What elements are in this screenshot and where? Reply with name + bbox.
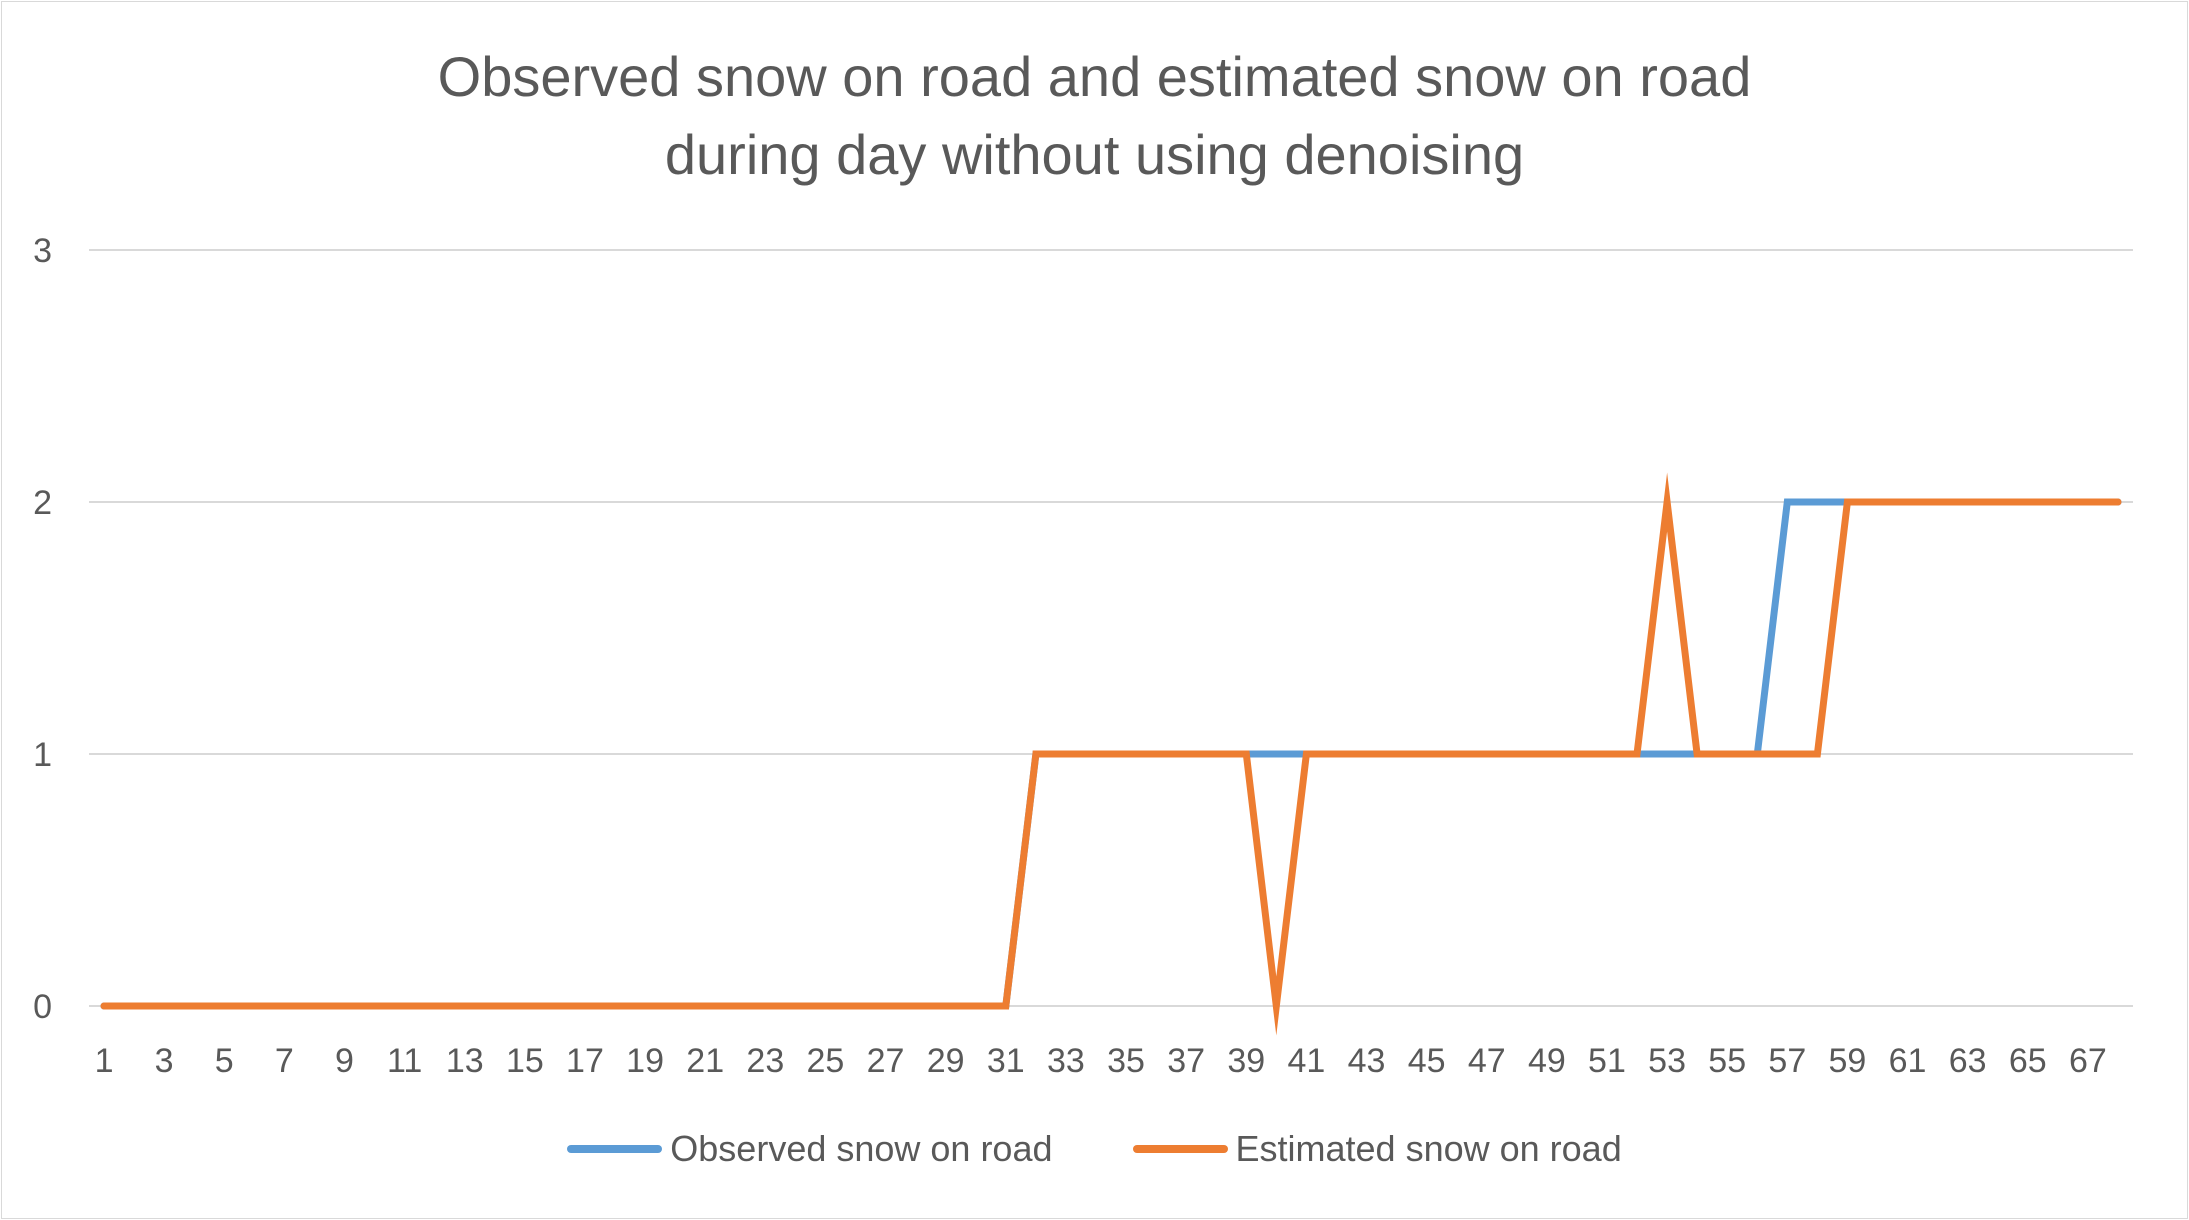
x-tick-label: 27	[867, 1042, 905, 1080]
x-tick-label: 3	[155, 1042, 174, 1080]
x-tick-label: 19	[626, 1042, 664, 1080]
x-tick-label: 37	[1167, 1042, 1205, 1080]
x-tick-label: 33	[1047, 1042, 1085, 1080]
chart-title-line-2: during day without using denoising	[664, 123, 1525, 186]
legend-swatch-estimated	[1132, 1145, 1228, 1153]
x-tick-label: 17	[566, 1042, 604, 1080]
y-tick-label: 3	[33, 232, 52, 270]
x-tick-label: 31	[987, 1042, 1025, 1080]
x-tick-label: 5	[215, 1042, 234, 1080]
x-tick-label: 63	[1949, 1042, 1987, 1080]
series-line-estimated	[100, 472, 2122, 1036]
x-tick-label: 55	[1708, 1042, 1746, 1080]
x-tick-label: 15	[506, 1042, 544, 1080]
legend-item-observed: Observed snow on road	[567, 1128, 1053, 1170]
legend-swatch-observed	[567, 1145, 663, 1153]
x-tick-label: 25	[807, 1042, 845, 1080]
y-tick-label: 2	[33, 484, 52, 522]
x-tick-label: 23	[746, 1042, 784, 1080]
legend-item-estimated: Estimated snow on road	[1132, 1128, 1622, 1170]
x-tick-label: 35	[1107, 1042, 1145, 1080]
x-tick-label: 65	[2009, 1042, 2047, 1080]
x-tick-label: 53	[1648, 1042, 1686, 1080]
x-tick-label: 41	[1287, 1042, 1325, 1080]
x-tick-label: 1	[95, 1042, 114, 1080]
x-tick-label: 61	[1889, 1042, 1927, 1080]
x-tick-label: 11	[387, 1042, 422, 1080]
x-tick-label: 7	[275, 1042, 294, 1080]
x-tick-label: 59	[1829, 1042, 1867, 1080]
chart-title: Observed snow on road and estimated snow…	[0, 38, 2189, 194]
x-tick-label: 39	[1227, 1042, 1265, 1080]
x-tick-label: 43	[1348, 1042, 1386, 1080]
legend-label-observed: Observed snow on road	[670, 1128, 1053, 1169]
legend: Observed snow on road Estimated snow on …	[0, 1128, 2189, 1170]
x-tick-label: 29	[927, 1042, 965, 1080]
x-tick-label: 9	[335, 1042, 354, 1080]
y-tick-label: 0	[33, 988, 52, 1026]
x-tick-label: 49	[1528, 1042, 1566, 1080]
x-tick-label: 57	[1768, 1042, 1806, 1080]
y-tick-label: 1	[33, 736, 52, 774]
x-tick-label: 45	[1408, 1042, 1446, 1080]
chart-title-line-1: Observed snow on road and estimated snow…	[437, 45, 1752, 108]
x-tick-label: 67	[2069, 1042, 2107, 1080]
x-tick-label: 21	[686, 1042, 724, 1080]
x-tick-label: 47	[1468, 1042, 1506, 1080]
x-tick-label: 13	[446, 1042, 484, 1080]
legend-label-estimated: Estimated snow on road	[1235, 1128, 1622, 1169]
x-tick-label: 51	[1588, 1042, 1626, 1080]
